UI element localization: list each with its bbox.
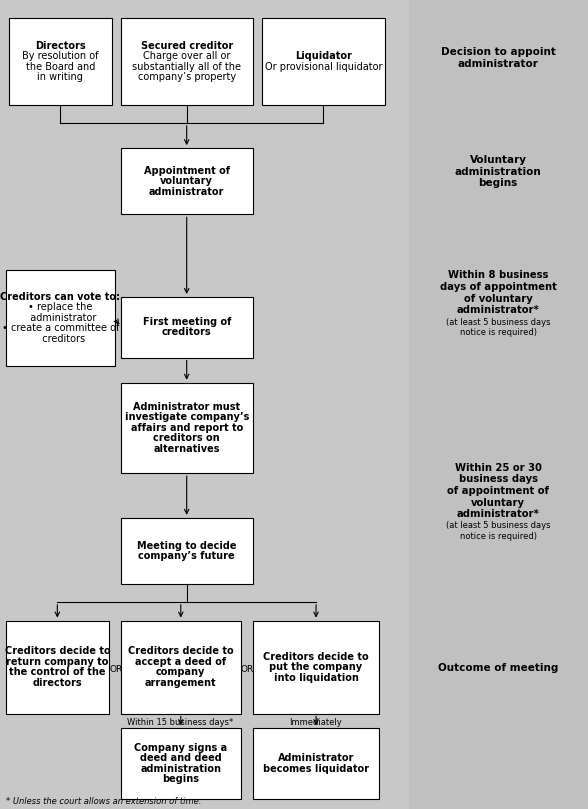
FancyBboxPatch shape bbox=[253, 621, 379, 714]
Text: administration: administration bbox=[141, 764, 221, 774]
Text: creditors: creditors bbox=[36, 334, 85, 344]
Text: Creditors can vote to:: Creditors can vote to: bbox=[0, 292, 121, 302]
Text: creditors on: creditors on bbox=[153, 434, 220, 443]
Text: in writing: in writing bbox=[37, 72, 83, 83]
Text: Immediately: Immediately bbox=[289, 718, 342, 727]
Text: OR: OR bbox=[109, 665, 122, 675]
Text: Voluntary
administration
begins: Voluntary administration begins bbox=[455, 155, 542, 188]
Text: affairs and report to: affairs and report to bbox=[131, 423, 243, 433]
Text: becomes liquidator: becomes liquidator bbox=[263, 764, 369, 774]
Text: Within 8 business
days of appointment
of voluntary
administrator*: Within 8 business days of appointment of… bbox=[440, 270, 556, 316]
Text: administrator: administrator bbox=[149, 187, 225, 197]
Text: investigate company’s: investigate company’s bbox=[125, 413, 249, 422]
Text: Creditors decide to: Creditors decide to bbox=[263, 651, 369, 662]
Text: the Board and: the Board and bbox=[26, 61, 95, 72]
Text: Creditors decide to: Creditors decide to bbox=[128, 646, 233, 656]
Text: accept a deed of: accept a deed of bbox=[135, 657, 226, 667]
Text: By resolution of: By resolution of bbox=[22, 51, 99, 61]
Text: put the company: put the company bbox=[269, 662, 363, 672]
Text: * Unless the court allows an extension of time.: * Unless the court allows an extension o… bbox=[6, 797, 201, 806]
Text: Meeting to decide: Meeting to decide bbox=[137, 540, 236, 551]
Text: voluntary: voluntary bbox=[161, 176, 213, 186]
Text: Company signs a: Company signs a bbox=[134, 743, 228, 753]
Text: Liquidator: Liquidator bbox=[295, 51, 352, 61]
Text: company’s future: company’s future bbox=[138, 551, 235, 561]
Text: Administrator: Administrator bbox=[278, 753, 354, 764]
FancyBboxPatch shape bbox=[6, 270, 115, 366]
Text: Outcome of meeting: Outcome of meeting bbox=[438, 663, 558, 673]
Text: First meeting of: First meeting of bbox=[142, 317, 231, 327]
Text: into liquidation: into liquidation bbox=[273, 672, 359, 683]
Text: company: company bbox=[156, 667, 205, 677]
Text: Decision to appoint
administrator: Decision to appoint administrator bbox=[440, 48, 556, 69]
Text: Directors: Directors bbox=[35, 40, 86, 51]
Text: OR: OR bbox=[241, 665, 254, 675]
Text: Within 25 or 30
business days
of appointment of
voluntary
administrator*: Within 25 or 30 business days of appoint… bbox=[447, 463, 549, 519]
Text: creditors: creditors bbox=[162, 328, 212, 337]
Text: Secured creditor: Secured creditor bbox=[141, 40, 233, 51]
FancyBboxPatch shape bbox=[121, 148, 253, 214]
Text: the control of the: the control of the bbox=[9, 667, 106, 677]
Text: arrangement: arrangement bbox=[145, 678, 216, 688]
FancyBboxPatch shape bbox=[6, 621, 109, 714]
Text: substantially all of the: substantially all of the bbox=[132, 61, 241, 72]
Text: • create a committee of: • create a committee of bbox=[2, 324, 119, 333]
Text: • replace the: • replace the bbox=[28, 303, 92, 312]
FancyBboxPatch shape bbox=[121, 728, 241, 799]
FancyBboxPatch shape bbox=[409, 0, 588, 809]
FancyBboxPatch shape bbox=[9, 18, 112, 105]
Text: directors: directors bbox=[32, 678, 82, 688]
Text: (at least 5 business days
notice is required): (at least 5 business days notice is requ… bbox=[446, 318, 550, 337]
Text: (at least 5 business days
notice is required): (at least 5 business days notice is requ… bbox=[446, 522, 550, 540]
Text: Creditors decide to: Creditors decide to bbox=[5, 646, 110, 656]
Text: Administrator must: Administrator must bbox=[133, 402, 240, 412]
Text: company’s property: company’s property bbox=[138, 72, 236, 83]
FancyBboxPatch shape bbox=[121, 383, 253, 473]
Text: deed and deed: deed and deed bbox=[140, 753, 222, 764]
FancyBboxPatch shape bbox=[121, 18, 253, 105]
Text: Appointment of: Appointment of bbox=[143, 166, 230, 176]
Text: return company to: return company to bbox=[6, 657, 109, 667]
FancyBboxPatch shape bbox=[121, 621, 241, 714]
FancyBboxPatch shape bbox=[262, 18, 385, 105]
FancyBboxPatch shape bbox=[121, 518, 253, 584]
Text: administrator: administrator bbox=[24, 313, 96, 323]
Text: begins: begins bbox=[162, 774, 199, 785]
Text: alternatives: alternatives bbox=[153, 444, 220, 454]
Text: Charge over all or: Charge over all or bbox=[143, 51, 230, 61]
FancyBboxPatch shape bbox=[121, 297, 253, 358]
Text: Or provisional liquidator: Or provisional liquidator bbox=[265, 61, 382, 72]
Text: Within 15 business days*: Within 15 business days* bbox=[128, 718, 233, 727]
FancyBboxPatch shape bbox=[253, 728, 379, 799]
